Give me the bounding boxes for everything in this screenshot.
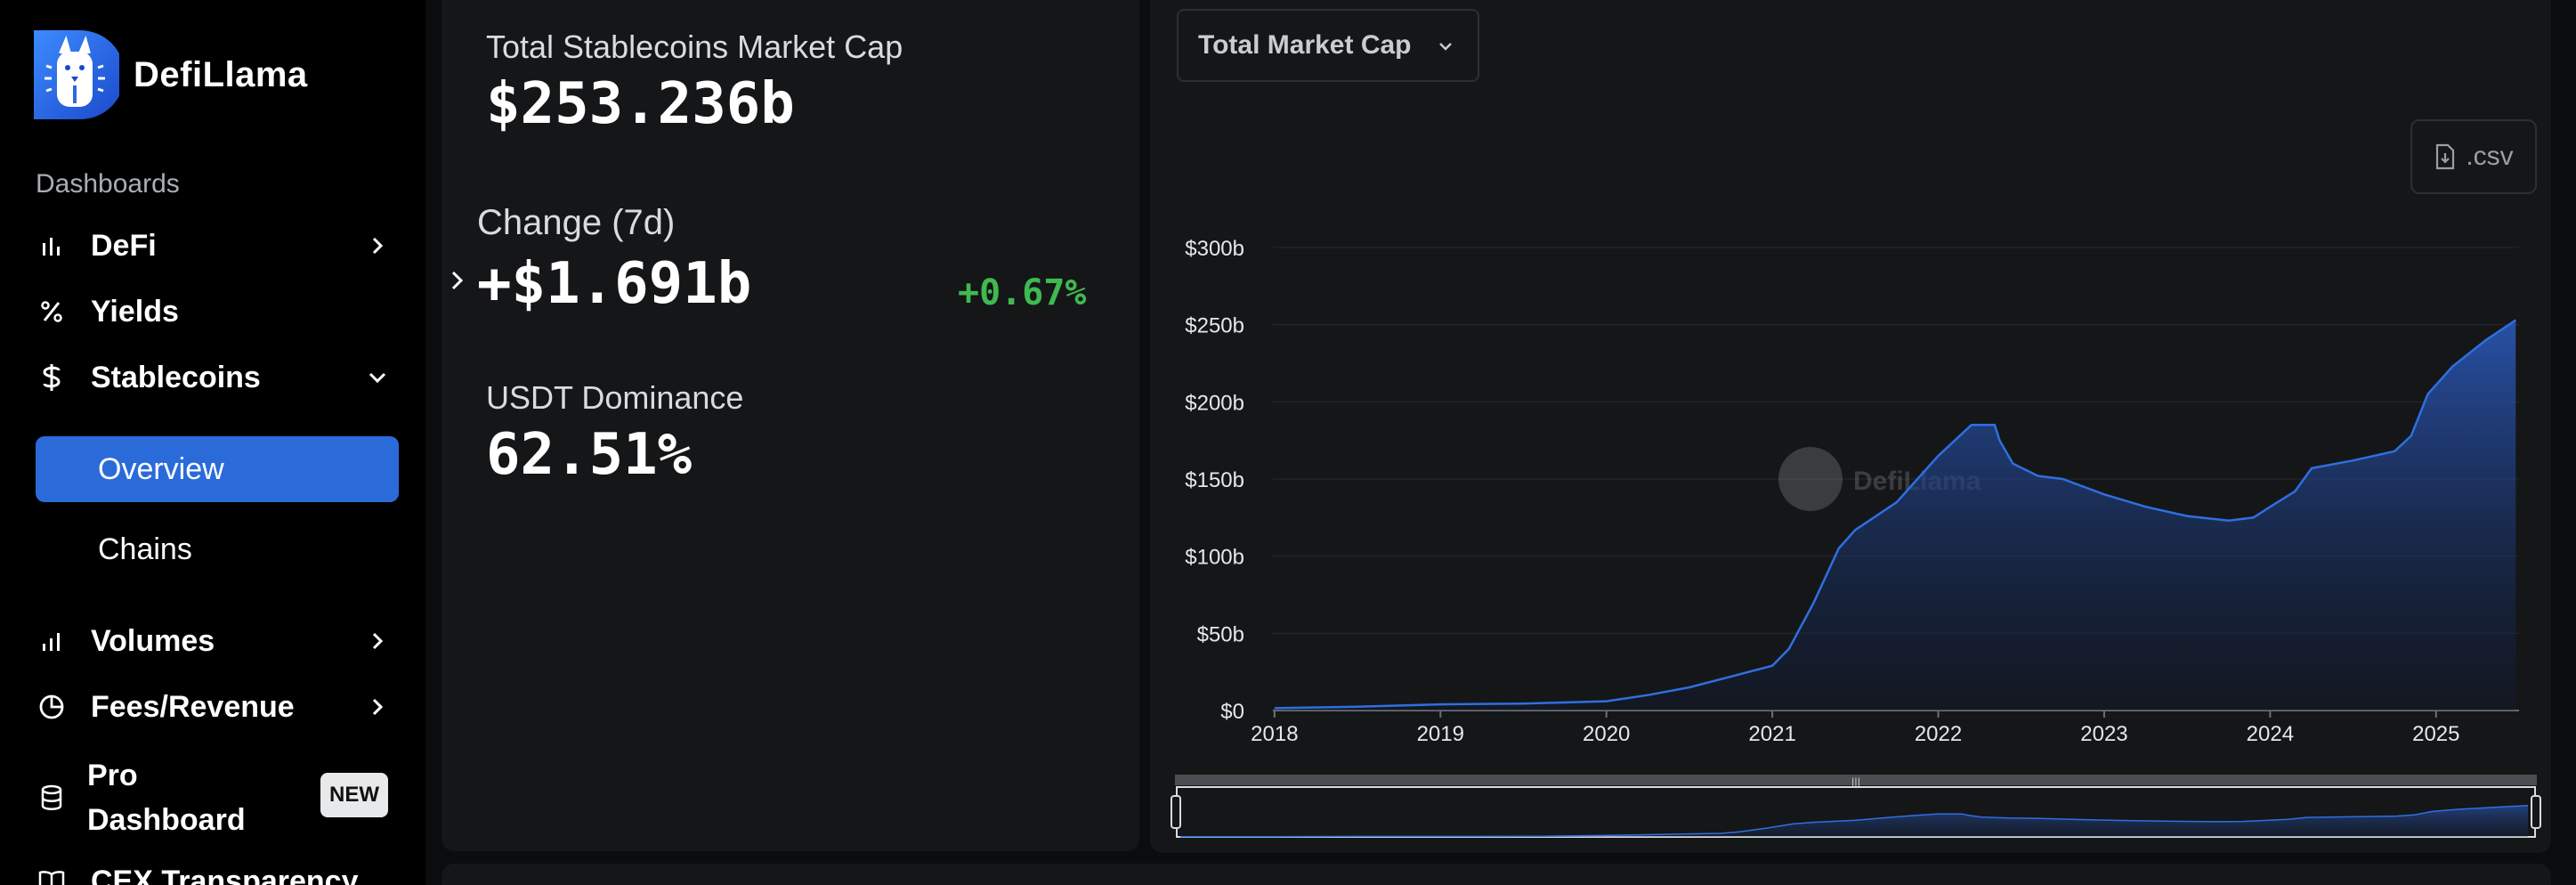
- change-7d-label: Change (7d): [477, 203, 676, 242]
- sidebar-item-label: CEX Transparency: [91, 864, 359, 885]
- x-tick-label: 2022: [1915, 722, 1962, 746]
- sidebar-item-label: Volumes: [91, 623, 215, 658]
- zoom-handle-left[interactable]: [1171, 795, 1181, 829]
- chevron-right-icon: [451, 271, 464, 290]
- sidebar-item-label: Yields: [91, 294, 179, 329]
- brush-line: [1179, 804, 2529, 838]
- sidebar: DefiLlama Dashboards DeFi Yields Stablec…: [0, 0, 425, 885]
- new-badge: NEW: [320, 773, 388, 817]
- book-icon: [36, 865, 68, 885]
- dollar-icon: [36, 361, 68, 394]
- dashboards-section-label: Dashboards: [36, 169, 180, 199]
- sidebar-item-defi[interactable]: DeFi: [36, 219, 393, 272]
- chevron-down-icon: [369, 372, 386, 384]
- sidebar-item-label: Pro Dashboard: [87, 753, 246, 842]
- bar-chart-icon: [36, 230, 68, 262]
- x-tick-label: 2021: [1748, 722, 1795, 746]
- chevron-down-icon: [1439, 43, 1452, 51]
- sidebar-item-pro-dashboard[interactable]: Pro Dashboard: [36, 753, 393, 842]
- zoom-handle-right[interactable]: [2531, 795, 2541, 829]
- stats-panel: Total Stablecoins Market Cap $253.236b C…: [441, 0, 1139, 851]
- y-tick-label: $150b: [1185, 468, 1244, 492]
- brand-name: DefiLlama: [134, 54, 308, 94]
- percent-icon: [36, 296, 68, 328]
- sidebar-item-label: Fees/Revenue: [91, 689, 295, 724]
- market-cap-line: [1274, 319, 2516, 710]
- x-tick-label: 2020: [1583, 722, 1630, 746]
- database-icon: [36, 782, 68, 814]
- x-tick-label: 2024: [2247, 722, 2294, 746]
- change-7d-value: +$1.691b: [477, 251, 752, 317]
- x-tick-label: 2023: [2080, 722, 2127, 746]
- sidebar-item-volumes[interactable]: Volumes: [36, 614, 393, 668]
- y-tick-label: $300b: [1185, 237, 1244, 261]
- y-tick-label: $250b: [1185, 314, 1244, 338]
- brush-area: [1180, 805, 2528, 837]
- sidebar-item-label: Stablecoins: [91, 360, 261, 394]
- market-cap-area-chart[interactable]: DefiLlama $0$50b$100b$150b$200b$250b$300…: [1150, 0, 2551, 853]
- sidebar-item-label-line1: Pro: [87, 759, 138, 792]
- y-tick-label: $100b: [1185, 546, 1244, 570]
- sidebar-item-yields[interactable]: Yields: [36, 285, 393, 338]
- bottom-panel: [441, 864, 2551, 885]
- zoom-slider[interactable]: |||: [1171, 775, 2541, 838]
- download-csv-button[interactable]: .csv: [2410, 119, 2537, 194]
- chevron-right-icon: [372, 632, 384, 650]
- x-tick-label: 2025: [2412, 722, 2459, 746]
- sidebar-subitem-overview[interactable]: Overview: [36, 436, 399, 502]
- sidebar-item-fees-revenue[interactable]: Fees/Revenue: [36, 680, 393, 734]
- sidebar-item-stablecoins[interactable]: Stablecoins: [36, 351, 393, 404]
- y-tick-label: $0: [1220, 700, 1244, 724]
- grip-icon: |||: [1851, 777, 1860, 787]
- usdt-dominance-value: 62.51%: [486, 422, 693, 488]
- x-tick-label: 2018: [1251, 722, 1298, 746]
- csv-label: .csv: [2466, 142, 2514, 171]
- market-cap-value: $253.236b: [486, 71, 795, 137]
- market-cap-area: [1274, 320, 2516, 710]
- sidebar-item-label-line2: Dashboard: [87, 803, 246, 837]
- chart-type-select[interactable]: Total Market Cap: [1177, 9, 1479, 82]
- file-download-icon: [2434, 143, 2457, 170]
- chevron-right-icon: [372, 698, 384, 716]
- x-tick-label: 2019: [1417, 722, 1464, 746]
- chart-type-select-label: Total Market Cap: [1198, 30, 1412, 60]
- llama-logo-icon: [34, 30, 119, 119]
- market-cap-label: Total Stablecoins Market Cap: [486, 28, 903, 65]
- sidebar-item-cex-transparency[interactable]: CEX Transparency: [36, 855, 393, 885]
- sidebar-subitem-chains[interactable]: Chains: [98, 532, 192, 566]
- y-tick-label: $50b: [1197, 622, 1244, 646]
- usdt-dominance-label: USDT Dominance: [486, 379, 744, 416]
- sidebar-item-label: DeFi: [91, 228, 157, 263]
- chart-panel: Total Market Cap .csv DefiLlama $0$50b$1…: [1150, 0, 2551, 853]
- y-tick-label: $200b: [1185, 391, 1244, 415]
- volume-bars-icon: [36, 625, 68, 657]
- pie-icon: [36, 691, 68, 723]
- chevron-right-icon: [372, 237, 384, 255]
- change-7d-percent: +0.67%: [958, 272, 1087, 313]
- brand-logo-link[interactable]: DefiLlama: [34, 27, 308, 123]
- zoom-slider-track[interactable]: [1175, 775, 2537, 785]
